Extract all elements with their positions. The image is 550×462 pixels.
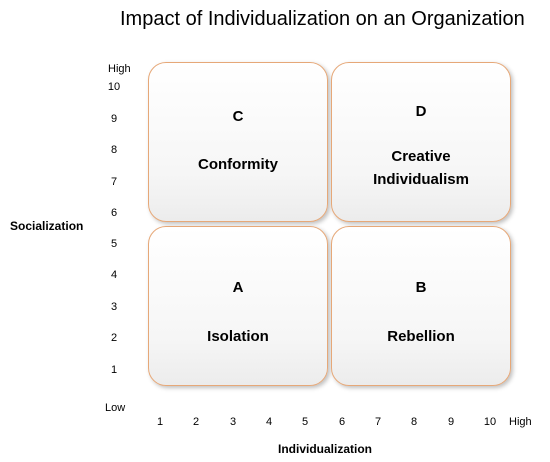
quadrant-d-name-line2: Individualism [373,171,469,188]
y-tick-2: 2 [110,332,118,344]
quadrant-b-letter: B [415,279,427,296]
quadrant-d-letter: D [415,103,427,120]
x-tick-4: 4 [265,416,273,428]
x-tick-3: 3 [229,416,237,428]
x-tick-1: 1 [156,416,164,428]
quadrant-a: A Isolation [148,226,328,386]
x-tick-5: 5 [301,416,309,428]
x-tick-2: 2 [192,416,200,428]
y-tick-1: 1 [110,364,118,376]
quadrant-c-letter: C [232,108,244,125]
y-tick-9: 9 [110,113,118,125]
y-tick-5: 5 [110,238,118,250]
quadrant-d-name: Creative Individualism [332,145,510,191]
x-axis-label: Individualization [278,442,373,456]
y-axis-label: Socialization [10,219,84,233]
quadrant-c-name: Conformity [198,156,278,173]
y-tick-4: 4 [110,269,118,281]
x-tick-6: 6 [338,416,346,428]
quadrant-a-name: Isolation [207,328,269,345]
y-tick-3: 3 [110,301,118,313]
x-tick-7: 7 [374,416,382,428]
quadrant-b-name: Rebellion [387,328,455,345]
y-axis-high-label: High [108,63,131,75]
quadrant-c: C Conformity [148,62,328,222]
y-tick-6: 6 [110,207,118,219]
x-tick-10: 10 [483,416,497,428]
y-tick-7: 7 [110,176,118,188]
y-axis-low-label: Low [105,402,126,414]
x-tick-8: 8 [410,416,418,428]
x-tick-9: 9 [447,416,455,428]
y-tick-8: 8 [110,144,118,156]
diagram-title: Impact of Individualization on an Organi… [120,8,525,30]
quadrant-d-name-line1: Creative [391,148,451,165]
quadrant-a-letter: A [232,279,244,296]
x-axis-high-label: High [509,416,532,428]
quadrant-b: B Rebellion [331,226,511,386]
quadrant-d: D Creative Individualism [331,62,511,222]
y-tick-10: 10 [107,81,121,93]
